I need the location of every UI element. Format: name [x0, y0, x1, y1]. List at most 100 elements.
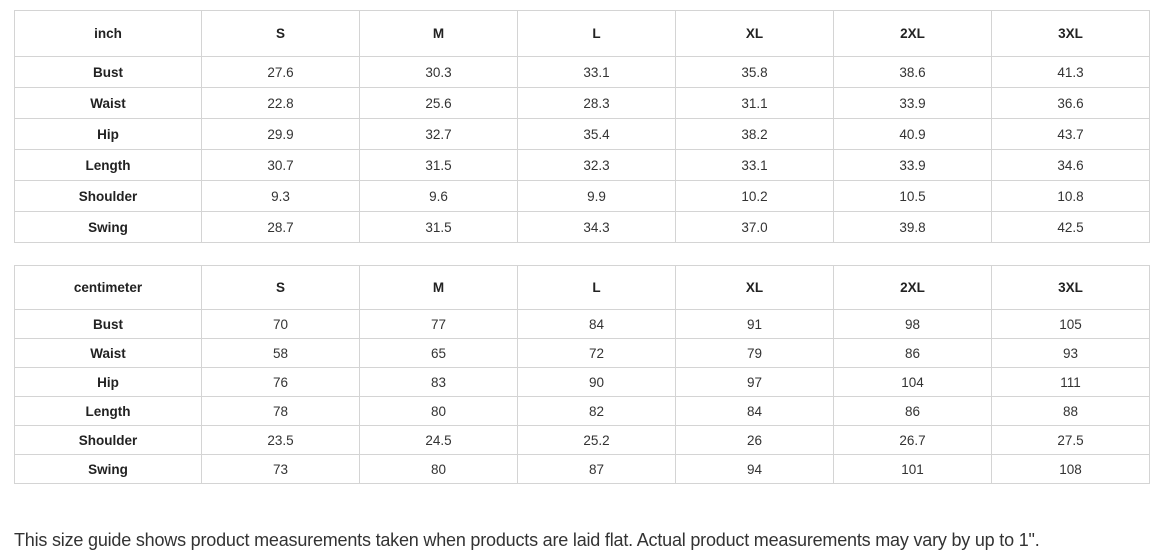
- measurement-value: 80: [359, 454, 518, 484]
- table-row: Swing 73 80 87 94 101 108: [14, 454, 1150, 484]
- measurement-value: 70: [201, 309, 360, 339]
- measurement-value: 33.1: [517, 56, 676, 88]
- measurement-value: 33.9: [833, 87, 992, 119]
- measurement-value: 76: [201, 367, 360, 397]
- measurement-value: 29.9: [201, 118, 360, 150]
- measurement-label: Bust: [14, 309, 202, 339]
- measurement-value: 24.5: [359, 425, 518, 455]
- measurement-value: 26: [675, 425, 834, 455]
- measurement-value: 97: [675, 367, 834, 397]
- measurement-value: 86: [833, 338, 992, 368]
- unit-header: inch: [14, 10, 202, 57]
- measurement-value: 27.6: [201, 56, 360, 88]
- measurement-value: 35.8: [675, 56, 834, 88]
- measurement-label: Hip: [14, 367, 202, 397]
- measurement-value: 88: [991, 396, 1150, 426]
- size-header: L: [517, 265, 676, 310]
- size-header: L: [517, 10, 676, 57]
- table-row: Bust 27.6 30.3 33.1 35.8 38.6 41.3: [14, 56, 1150, 88]
- measurement-value: 104: [833, 367, 992, 397]
- table-row: Bust 70 77 84 91 98 105: [14, 309, 1150, 339]
- size-guide-note: This size guide shows product measuremen…: [14, 530, 1040, 550]
- measurement-value: 77: [359, 309, 518, 339]
- measurement-value: 23.5: [201, 425, 360, 455]
- measurement-value: 38.6: [833, 56, 992, 88]
- measurement-value: 84: [517, 309, 676, 339]
- measurement-value: 58: [201, 338, 360, 368]
- size-header: 3XL: [991, 10, 1150, 57]
- size-header: 2XL: [833, 10, 992, 57]
- measurement-value: 32.7: [359, 118, 518, 150]
- measurement-value: 10.2: [675, 180, 834, 212]
- measurement-value: 37.0: [675, 211, 834, 243]
- measurement-value: 83: [359, 367, 518, 397]
- measurement-label: Hip: [14, 118, 202, 150]
- measurement-value: 32.3: [517, 149, 676, 181]
- measurement-value: 27.5: [991, 425, 1150, 455]
- measurement-value: 39.8: [833, 211, 992, 243]
- measurement-value: 91: [675, 309, 834, 339]
- size-header: 3XL: [991, 265, 1150, 310]
- measurement-value: 9.3: [201, 180, 360, 212]
- size-header: S: [201, 10, 360, 57]
- measurement-value: 38.2: [675, 118, 834, 150]
- measurement-value: 98: [833, 309, 992, 339]
- table-row: Hip 76 83 90 97 104 111: [14, 367, 1150, 397]
- measurement-label: Shoulder: [14, 180, 202, 212]
- measurement-value: 22.8: [201, 87, 360, 119]
- size-header: M: [359, 265, 518, 310]
- measurement-value: 65: [359, 338, 518, 368]
- measurement-value: 41.3: [991, 56, 1150, 88]
- table-row: Waist 58 65 72 79 86 93: [14, 338, 1150, 368]
- measurement-label: Swing: [14, 211, 202, 243]
- measurement-value: 101: [833, 454, 992, 484]
- measurement-value: 30.7: [201, 149, 360, 181]
- measurement-value: 73: [201, 454, 360, 484]
- size-header: M: [359, 10, 518, 57]
- measurement-value: 42.5: [991, 211, 1150, 243]
- measurement-value: 84: [675, 396, 834, 426]
- measurement-value: 9.6: [359, 180, 518, 212]
- measurement-value: 25.6: [359, 87, 518, 119]
- size-header: 2XL: [833, 265, 992, 310]
- measurement-label: Waist: [14, 338, 202, 368]
- measurement-value: 40.9: [833, 118, 992, 150]
- measurement-value: 105: [991, 309, 1150, 339]
- measurement-value: 79: [675, 338, 834, 368]
- table-row: Swing 28.7 31.5 34.3 37.0 39.8 42.5: [14, 211, 1150, 243]
- table-row: Length 30.7 31.5 32.3 33.1 33.9 34.6: [14, 149, 1150, 181]
- measurement-value: 94: [675, 454, 834, 484]
- header-row: centimeter S M L XL 2XL 3XL: [14, 265, 1150, 310]
- table-row: Shoulder 9.3 9.6 9.9 10.2 10.5 10.8: [14, 180, 1150, 212]
- measurement-value: 36.6: [991, 87, 1150, 119]
- measurement-value: 72: [517, 338, 676, 368]
- size-header: XL: [675, 265, 834, 310]
- measurement-value: 25.2: [517, 425, 676, 455]
- measurement-value: 10.8: [991, 180, 1150, 212]
- measurement-value: 28.7: [201, 211, 360, 243]
- measurement-label: Shoulder: [14, 425, 202, 455]
- size-header: XL: [675, 10, 834, 57]
- measurement-label: Length: [14, 149, 202, 181]
- measurement-value: 108: [991, 454, 1150, 484]
- measurement-value: 31.1: [675, 87, 834, 119]
- centimeter-size-table: centimeter S M L XL 2XL 3XL Bust 70 77 84 91 98 105 Wa…: [14, 265, 1150, 484]
- measurement-value: 26.7: [833, 425, 992, 455]
- measurement-value: 34.6: [991, 149, 1150, 181]
- measurement-value: 80: [359, 396, 518, 426]
- measurement-value: 33.9: [833, 149, 992, 181]
- measurement-value: 31.5: [359, 211, 518, 243]
- measurement-value: 33.1: [675, 149, 834, 181]
- table-row: Hip 29.9 32.7 35.4 38.2 40.9 43.7: [14, 118, 1150, 150]
- header-row: inch S M L XL 2XL 3XL: [14, 10, 1150, 57]
- measurement-label: Length: [14, 396, 202, 426]
- measurement-value: 86: [833, 396, 992, 426]
- measurement-value: 31.5: [359, 149, 518, 181]
- measurement-value: 35.4: [517, 118, 676, 150]
- measurement-value: 34.3: [517, 211, 676, 243]
- size-header: S: [201, 265, 360, 310]
- measurement-label: Bust: [14, 56, 202, 88]
- measurement-label: Waist: [14, 87, 202, 119]
- table-row: Shoulder 23.5 24.5 25.2 26 26.7 27.5: [14, 425, 1150, 455]
- measurement-value: 111: [991, 367, 1150, 397]
